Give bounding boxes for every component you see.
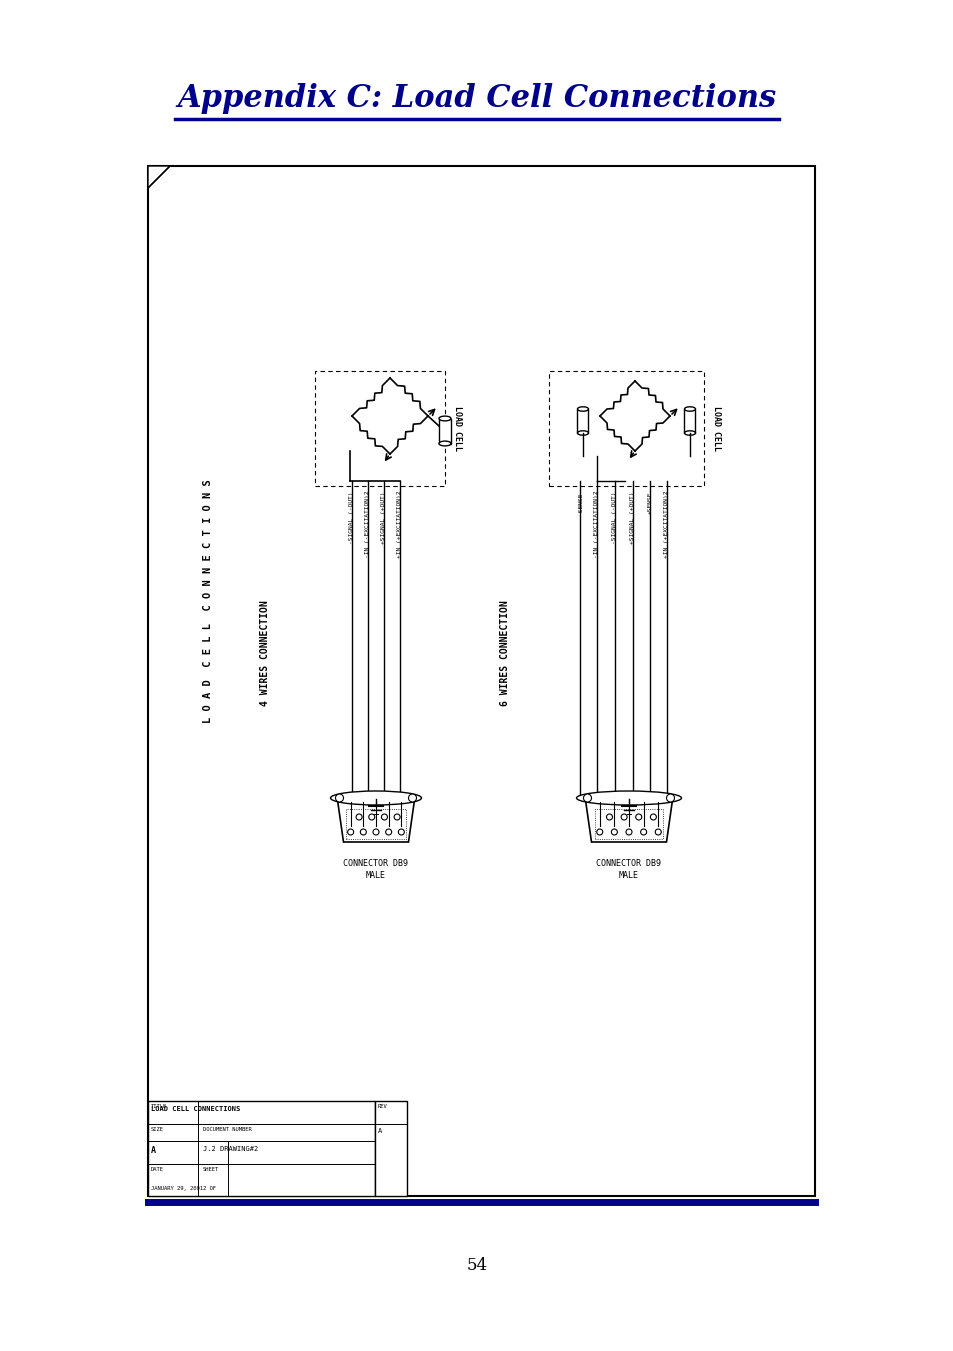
Circle shape xyxy=(635,815,641,820)
Circle shape xyxy=(597,830,602,835)
Circle shape xyxy=(666,794,674,802)
Bar xyxy=(577,409,588,434)
Text: L O A D  C E L L  C O N N E C T I O N S: L O A D C E L L C O N N E C T I O N S xyxy=(203,480,213,723)
Text: 6 WIRES CONNECTION: 6 WIRES CONNECTION xyxy=(499,601,510,707)
Text: DOCUMENT NUMBER: DOCUMENT NUMBER xyxy=(203,1127,252,1132)
Circle shape xyxy=(583,794,591,802)
Text: CONNECTOR DB9: CONNECTOR DB9 xyxy=(596,859,660,867)
Ellipse shape xyxy=(577,431,588,435)
Circle shape xyxy=(335,794,343,802)
Circle shape xyxy=(606,815,612,820)
Polygon shape xyxy=(148,166,170,188)
Bar xyxy=(549,372,703,486)
Text: Appendix C: Load Cell Connections: Appendix C: Load Cell Connections xyxy=(177,84,776,115)
Text: -SENSE: -SENSE xyxy=(577,490,582,513)
Text: +SENSE: +SENSE xyxy=(647,490,652,513)
Text: TITLE: TITLE xyxy=(151,1104,167,1109)
Text: LOAD CELL: LOAD CELL xyxy=(712,407,720,451)
Circle shape xyxy=(381,815,387,820)
Ellipse shape xyxy=(576,790,680,805)
Circle shape xyxy=(611,830,617,835)
Text: JANUARY 29, 2001: JANUARY 29, 2001 xyxy=(151,1186,203,1192)
Circle shape xyxy=(640,830,646,835)
Text: +IN (+EXCITATION)2: +IN (+EXCITATION)2 xyxy=(664,490,669,558)
Circle shape xyxy=(360,830,366,835)
Circle shape xyxy=(369,815,375,820)
Circle shape xyxy=(408,794,416,802)
Text: +SIGNAL (+OUT): +SIGNAL (+OUT) xyxy=(630,490,635,543)
Text: SIZE: SIZE xyxy=(151,1127,164,1132)
Text: SHEET: SHEET xyxy=(203,1167,219,1173)
Text: -IN (-EXCITATION)2: -IN (-EXCITATION)2 xyxy=(594,490,598,558)
Bar xyxy=(594,809,662,839)
Circle shape xyxy=(385,830,392,835)
Text: A: A xyxy=(377,1128,382,1133)
Bar xyxy=(345,809,406,839)
Bar xyxy=(375,1101,407,1196)
Circle shape xyxy=(620,815,626,820)
Polygon shape xyxy=(337,800,414,842)
Circle shape xyxy=(625,830,631,835)
Text: LOAD CELL CONNECTIONS: LOAD CELL CONNECTIONS xyxy=(151,1106,240,1112)
Text: 54: 54 xyxy=(466,1258,487,1274)
Text: +SIGNAL (+OUT): +SIGNAL (+OUT) xyxy=(381,490,386,543)
Ellipse shape xyxy=(684,407,695,411)
Text: 4 WIRES CONNECTION: 4 WIRES CONNECTION xyxy=(260,601,270,707)
Text: CONNECTOR DB9: CONNECTOR DB9 xyxy=(343,859,408,867)
Text: +IN (+EXCITATION)2: +IN (+EXCITATION)2 xyxy=(397,490,402,558)
Text: MALE: MALE xyxy=(618,871,639,880)
Polygon shape xyxy=(585,800,672,842)
Ellipse shape xyxy=(330,790,421,805)
Text: -IN (-EXCITATION)2: -IN (-EXCITATION)2 xyxy=(365,490,370,558)
Text: LOAD CELL: LOAD CELL xyxy=(453,407,461,451)
Text: J.2 DRAWING#2: J.2 DRAWING#2 xyxy=(203,1146,258,1152)
Text: -SIGNAL (-OUT): -SIGNAL (-OUT) xyxy=(612,490,617,543)
Circle shape xyxy=(347,830,354,835)
Ellipse shape xyxy=(438,416,451,422)
Ellipse shape xyxy=(438,440,451,446)
Text: MALE: MALE xyxy=(366,871,386,880)
Bar xyxy=(684,409,695,434)
Ellipse shape xyxy=(684,431,695,435)
Text: REV: REV xyxy=(377,1104,387,1109)
Circle shape xyxy=(394,815,399,820)
Circle shape xyxy=(355,815,362,820)
Circle shape xyxy=(650,815,656,820)
Text: -SIGNAL (-OUT): -SIGNAL (-OUT) xyxy=(349,490,355,543)
Text: 2 OF: 2 OF xyxy=(203,1186,215,1192)
Bar xyxy=(148,1101,375,1196)
Circle shape xyxy=(398,830,404,835)
Ellipse shape xyxy=(577,407,588,411)
Circle shape xyxy=(373,830,378,835)
Circle shape xyxy=(655,830,660,835)
Text: DATE: DATE xyxy=(151,1167,164,1173)
Bar xyxy=(148,166,814,1196)
Bar xyxy=(314,372,444,486)
Text: A: A xyxy=(151,1146,156,1155)
Bar xyxy=(438,419,451,443)
